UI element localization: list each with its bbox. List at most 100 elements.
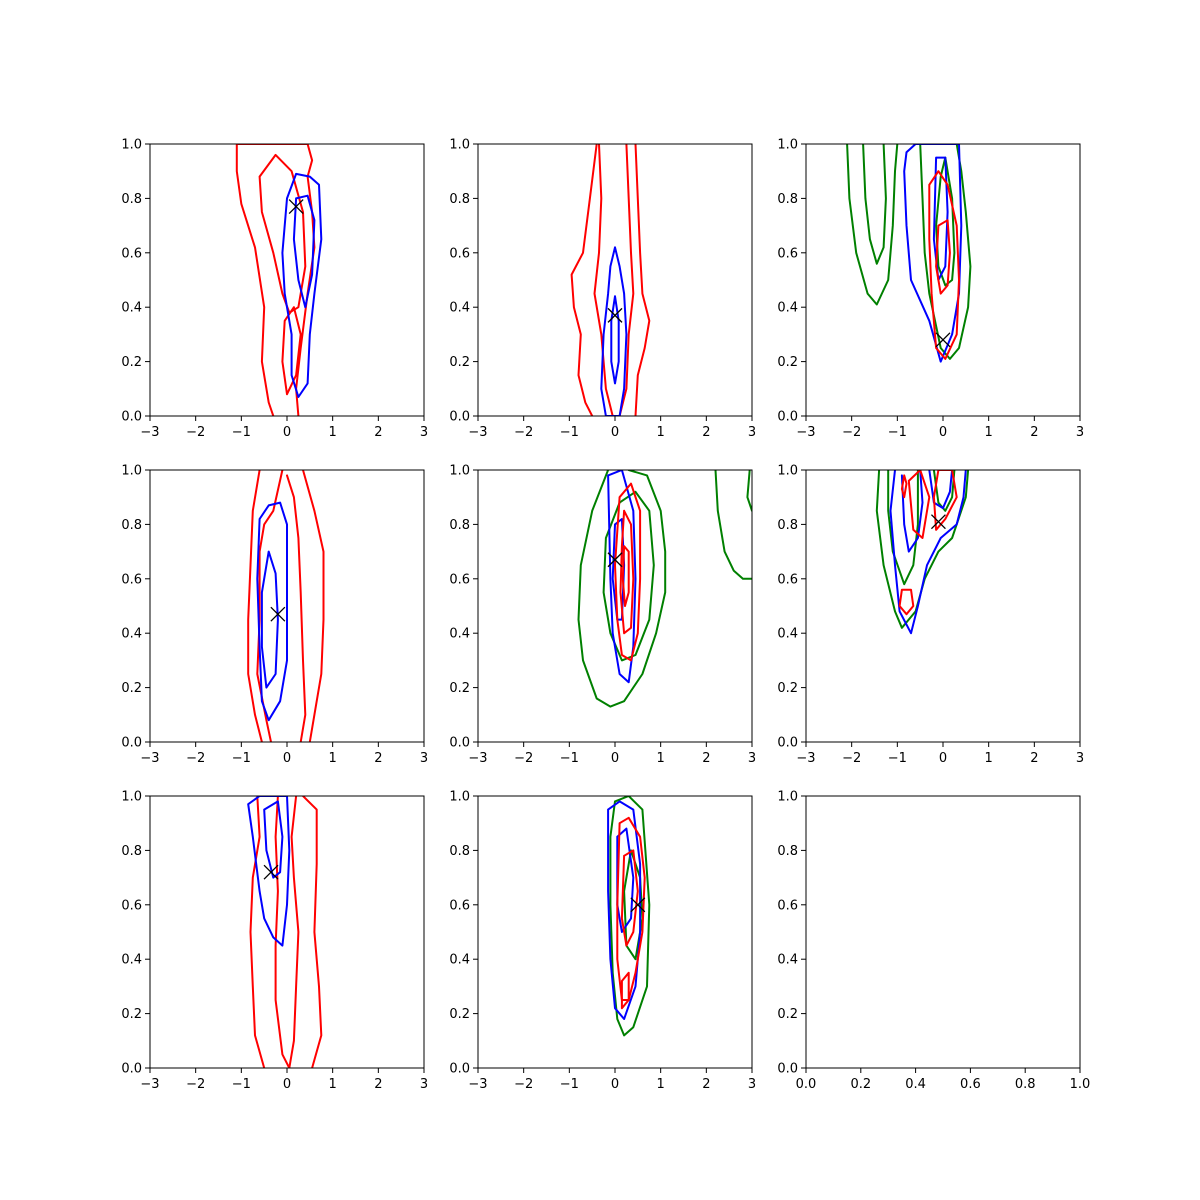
y-tick-label: 0.0 [777,1062,798,1077]
y-tick-label: 1.0 [449,138,470,153]
x-tick-label: 0 [939,425,947,440]
blue-contour-line [607,800,642,1020]
y-tick-label: 0.2 [121,355,142,370]
red-contour-line [286,474,307,742]
x-tick-label: 0 [611,425,619,440]
x-tick-label: −3 [468,425,487,440]
y-tick-label: 0.8 [449,192,470,207]
x-tick-label: 3 [420,751,428,766]
y-tick-label: 0.4 [777,953,798,968]
x-tick-label: 2 [374,425,382,440]
x-marker [930,514,946,530]
y-tick-label: 0.6 [449,898,470,913]
contour-group [247,796,323,1068]
y-tick-label: 0.4 [121,301,142,316]
x-tick-label: 1 [657,1077,665,1092]
y-tick-label: 0.4 [121,627,142,642]
x-tick-label: −1 [232,751,251,766]
y-tick-label: 0.6 [777,246,798,261]
y-tick-label: 0.8 [121,518,142,533]
y-tick-label: 1.0 [449,790,470,805]
green-contour-line [746,470,752,512]
green-contour-line [862,144,887,265]
y-tick-label: 1.0 [121,790,142,805]
green-contour-line [609,796,651,1037]
y-tick-label: 0.0 [121,410,142,425]
red-contour-line [932,470,958,531]
y-tick-label: 0.0 [449,1062,470,1077]
x-tick-label: −2 [514,425,533,440]
x-tick-label: 1.0 [1070,1077,1091,1092]
y-tick-label: 0.6 [121,572,142,587]
y-tick-label: 0.8 [777,192,798,207]
y-tick-label: 0.4 [449,301,470,316]
red-contour-line [616,816,646,1001]
x-tick-label: −1 [560,1077,579,1092]
y-tick-label: 0.0 [121,1062,142,1077]
red-contour-line [281,306,302,396]
red-contour-line [935,219,951,295]
y-tick-label: 0.8 [777,518,798,533]
y-tick-label: 0.8 [121,192,142,207]
subplot-2-1: −3 −2 −1 0 1 2 3 0.0 0.2 0.4 0.6 0.8 1.0 [121,464,428,767]
blue-contour-line [928,470,954,510]
x-tick-label: 2 [702,1077,710,1092]
y-tick-label: 0.4 [449,627,470,642]
x-tick-label: −2 [514,1077,533,1092]
x-tick-label: 3 [748,751,756,766]
contour-group [875,470,970,635]
red-contour-line [302,470,325,742]
subplot-1-1: −3 −2 −1 0 1 2 3 0.0 0.2 0.4 0.6 0.8 1.0 [121,138,428,441]
red-contour-line [634,144,651,416]
red-contour-line [620,971,630,1010]
blue-contour-line [607,470,637,684]
red-contour-line [618,144,635,416]
blue-contour-line [281,172,323,398]
blue-contour-line [256,501,288,722]
x-tick-label: 0.0 [796,1077,817,1092]
green-contour-line [714,470,752,580]
green-contour-line [935,156,956,287]
y-tick-label: 1.0 [449,464,470,479]
y-tick-label: 0.8 [449,844,470,859]
y-tick-label: 0.2 [777,681,798,696]
x-tick-label: 2 [1030,751,1038,766]
contour-group [570,144,651,416]
x-tick-label: 1 [985,425,993,440]
y-tick-label: 0.8 [777,844,798,859]
x-tick-label: −3 [468,751,487,766]
red-contour-line [274,796,300,1068]
green-contour-line [932,470,956,512]
y-tick-label: 0.6 [777,572,798,587]
subplot-3-3: 0.0 0.2 0.4 0.6 0.8 1.0 0.0 0.2 0.4 0.6 0.8 1.0 [777,790,1090,1093]
red-contour-line [258,153,307,314]
x-tick-label: 1 [329,751,337,766]
x-tick-label: 0 [283,1077,291,1092]
x-tick-label: −1 [560,425,579,440]
green-contour-line [577,470,667,708]
x-tick-label: 1 [329,1077,337,1092]
x-tick-label: 0 [283,751,291,766]
red-contour-line [898,588,915,616]
y-tick-label: 0.4 [777,301,798,316]
x-tick-label: −3 [140,425,159,440]
blue-contour-line [260,550,279,689]
subplot-2-2: −3 −2 −1 0 1 2 3 0.0 0.2 0.4 0.6 0.8 1.0 [449,464,756,767]
red-contour-line [621,545,630,607]
y-tick-label: 0.6 [121,246,142,261]
contour-group [235,144,323,416]
blue-contour-line [903,144,963,363]
x-tick-label: 3 [1076,751,1084,766]
x-tick-label: 3 [1076,425,1084,440]
y-tick-label: 0.0 [449,736,470,751]
x-tick-label: −2 [842,751,861,766]
x-tick-label: −1 [560,751,579,766]
red-contour-line [907,470,931,539]
red-contour-line [928,170,960,360]
blue-contour-line [292,194,316,309]
y-tick-label: 0.2 [777,1007,798,1022]
x-marker [630,897,646,913]
x-tick-label: 2 [374,1077,382,1092]
